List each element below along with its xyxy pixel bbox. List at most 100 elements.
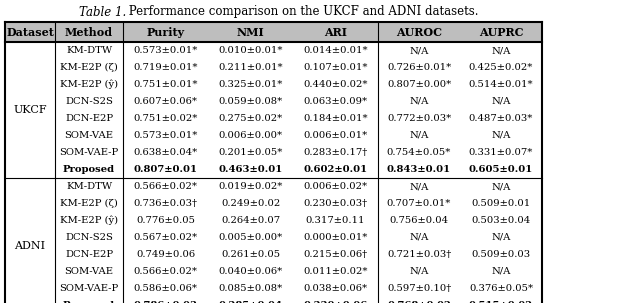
Text: 0.751±0.02*: 0.751±0.02* <box>133 114 198 123</box>
Text: Performance comparison on the UKCF and ADNI datasets.: Performance comparison on the UKCF and A… <box>125 5 479 18</box>
Text: Purity: Purity <box>147 26 184 38</box>
Text: KM-E2P (ŷ): KM-E2P (ŷ) <box>60 216 118 225</box>
Text: DCN-E2P: DCN-E2P <box>65 250 113 259</box>
Text: KM-DTW: KM-DTW <box>66 46 112 55</box>
Text: N/A: N/A <box>410 97 429 106</box>
Text: 0.040±0.06*: 0.040±0.06* <box>218 267 283 276</box>
Text: 0.776±0.05: 0.776±0.05 <box>136 216 195 225</box>
Text: N/A: N/A <box>492 267 511 276</box>
Text: UKCF: UKCF <box>13 105 47 115</box>
Text: 0.807±0.01: 0.807±0.01 <box>134 165 198 174</box>
Text: 0.376±0.05*: 0.376±0.05* <box>469 284 533 293</box>
Text: 0.573±0.01*: 0.573±0.01* <box>133 131 198 140</box>
Text: 0.264±0.07: 0.264±0.07 <box>221 216 280 225</box>
Text: 0.566±0.02*: 0.566±0.02* <box>134 182 198 191</box>
Text: 0.514±0.01*: 0.514±0.01* <box>468 80 533 89</box>
Text: SOM-VAE-P: SOM-VAE-P <box>60 148 118 157</box>
Text: DCN-E2P: DCN-E2P <box>65 114 113 123</box>
Text: 0.230±0.03†: 0.230±0.03† <box>303 199 367 208</box>
Text: 0.038±0.06*: 0.038±0.06* <box>303 284 367 293</box>
Text: N/A: N/A <box>410 46 429 55</box>
Text: N/A: N/A <box>410 233 429 242</box>
Text: 0.736±0.03†: 0.736±0.03† <box>134 199 198 208</box>
Text: 0.425±0.02*: 0.425±0.02* <box>469 63 533 72</box>
Text: 0.751±0.01*: 0.751±0.01* <box>133 80 198 89</box>
Text: SOM-VAE: SOM-VAE <box>65 131 113 140</box>
Text: 0.749±0.06: 0.749±0.06 <box>136 250 195 259</box>
Text: 0.772±0.03*: 0.772±0.03* <box>387 114 451 123</box>
Text: 0.283±0.17†: 0.283±0.17† <box>303 148 367 157</box>
Text: 0.567±0.02*: 0.567±0.02* <box>133 233 198 242</box>
Text: N/A: N/A <box>492 46 511 55</box>
Text: 0.059±0.08*: 0.059±0.08* <box>218 97 283 106</box>
Text: 0.006±0.01*: 0.006±0.01* <box>303 131 367 140</box>
Text: Table 1.: Table 1. <box>79 5 127 18</box>
Text: DCN-S2S: DCN-S2S <box>65 97 113 106</box>
Text: 0.607±0.06*: 0.607±0.06* <box>134 97 198 106</box>
Text: 0.440±0.02*: 0.440±0.02* <box>303 80 368 89</box>
Text: AUPRC: AUPRC <box>479 26 524 38</box>
Text: DCN-S2S: DCN-S2S <box>65 233 113 242</box>
Text: 0.317±0.11: 0.317±0.11 <box>306 216 365 225</box>
Text: 0.719±0.01*: 0.719±0.01* <box>133 63 198 72</box>
Text: 0.330±0.06: 0.330±0.06 <box>303 301 367 303</box>
Text: 0.275±0.02*: 0.275±0.02* <box>218 114 283 123</box>
Text: 0.249±0.02: 0.249±0.02 <box>221 199 280 208</box>
Text: N/A: N/A <box>410 131 429 140</box>
Text: 0.005±0.00*: 0.005±0.00* <box>218 233 283 242</box>
Text: N/A: N/A <box>492 233 511 242</box>
Text: N/A: N/A <box>492 182 511 191</box>
Text: 0.754±0.05*: 0.754±0.05* <box>387 148 451 157</box>
Text: 0.325±0.01*: 0.325±0.01* <box>218 80 283 89</box>
Text: 0.566±0.02*: 0.566±0.02* <box>134 267 198 276</box>
Text: Proposed: Proposed <box>63 301 115 303</box>
Text: 0.768±0.02: 0.768±0.02 <box>387 301 451 303</box>
Text: 0.000±0.01*: 0.000±0.01* <box>303 233 368 242</box>
Text: 0.721±0.03†: 0.721±0.03† <box>387 250 451 259</box>
Text: 0.602±0.01: 0.602±0.01 <box>303 165 367 174</box>
Text: 0.201±0.05*: 0.201±0.05* <box>218 148 283 157</box>
Text: AUROC: AUROC <box>396 26 442 38</box>
Text: 0.019±0.02*: 0.019±0.02* <box>218 182 283 191</box>
Text: 0.010±0.01*: 0.010±0.01* <box>218 46 283 55</box>
Text: KM-E2P (ζ): KM-E2P (ζ) <box>60 199 118 208</box>
Text: 0.515±0.02: 0.515±0.02 <box>469 301 533 303</box>
Text: 0.331±0.07*: 0.331±0.07* <box>469 148 533 157</box>
Text: N/A: N/A <box>492 131 511 140</box>
Text: 0.597±0.10†: 0.597±0.10† <box>387 284 451 293</box>
Text: 0.509±0.03: 0.509±0.03 <box>472 250 531 259</box>
Text: ARI: ARI <box>324 26 347 38</box>
Text: 0.726±0.01*: 0.726±0.01* <box>387 63 451 72</box>
Text: 0.586±0.06*: 0.586±0.06* <box>134 284 198 293</box>
Text: 0.843±0.01: 0.843±0.01 <box>387 165 451 174</box>
Text: 0.285±0.04: 0.285±0.04 <box>218 301 282 303</box>
Text: 0.638±0.04*: 0.638±0.04* <box>133 148 198 157</box>
Text: 0.707±0.01*: 0.707±0.01* <box>387 199 451 208</box>
Text: 0.006±0.02*: 0.006±0.02* <box>303 182 367 191</box>
Text: 0.487±0.03*: 0.487±0.03* <box>469 114 533 123</box>
Text: KM-E2P (ŷ): KM-E2P (ŷ) <box>60 80 118 89</box>
Text: 0.107±0.01*: 0.107±0.01* <box>303 63 368 72</box>
Text: 0.014±0.01*: 0.014±0.01* <box>303 46 368 55</box>
Text: N/A: N/A <box>410 267 429 276</box>
Text: 0.063±0.09*: 0.063±0.09* <box>303 97 367 106</box>
Text: SOM-VAE-P: SOM-VAE-P <box>60 284 118 293</box>
Text: 0.605±0.01: 0.605±0.01 <box>469 165 533 174</box>
Text: 0.215±0.06†: 0.215±0.06† <box>303 250 367 259</box>
Text: SOM-VAE: SOM-VAE <box>65 267 113 276</box>
Bar <box>5 22 542 42</box>
Text: N/A: N/A <box>492 97 511 106</box>
Text: 0.573±0.01*: 0.573±0.01* <box>133 46 198 55</box>
Text: 0.807±0.00*: 0.807±0.00* <box>387 80 451 89</box>
Text: 0.503±0.04: 0.503±0.04 <box>472 216 531 225</box>
Text: N/A: N/A <box>410 182 429 191</box>
Text: NMI: NMI <box>237 26 264 38</box>
Text: KM-E2P (ζ): KM-E2P (ζ) <box>60 63 118 72</box>
Text: Dataset: Dataset <box>6 26 54 38</box>
Text: 0.011±0.02*: 0.011±0.02* <box>303 267 368 276</box>
Text: 0.184±0.01*: 0.184±0.01* <box>303 114 368 123</box>
Text: 0.509±0.01: 0.509±0.01 <box>472 199 531 208</box>
Text: ADNI: ADNI <box>15 241 45 251</box>
Text: 0.756±0.04: 0.756±0.04 <box>389 216 449 225</box>
Text: 0.463±0.01: 0.463±0.01 <box>218 165 283 174</box>
